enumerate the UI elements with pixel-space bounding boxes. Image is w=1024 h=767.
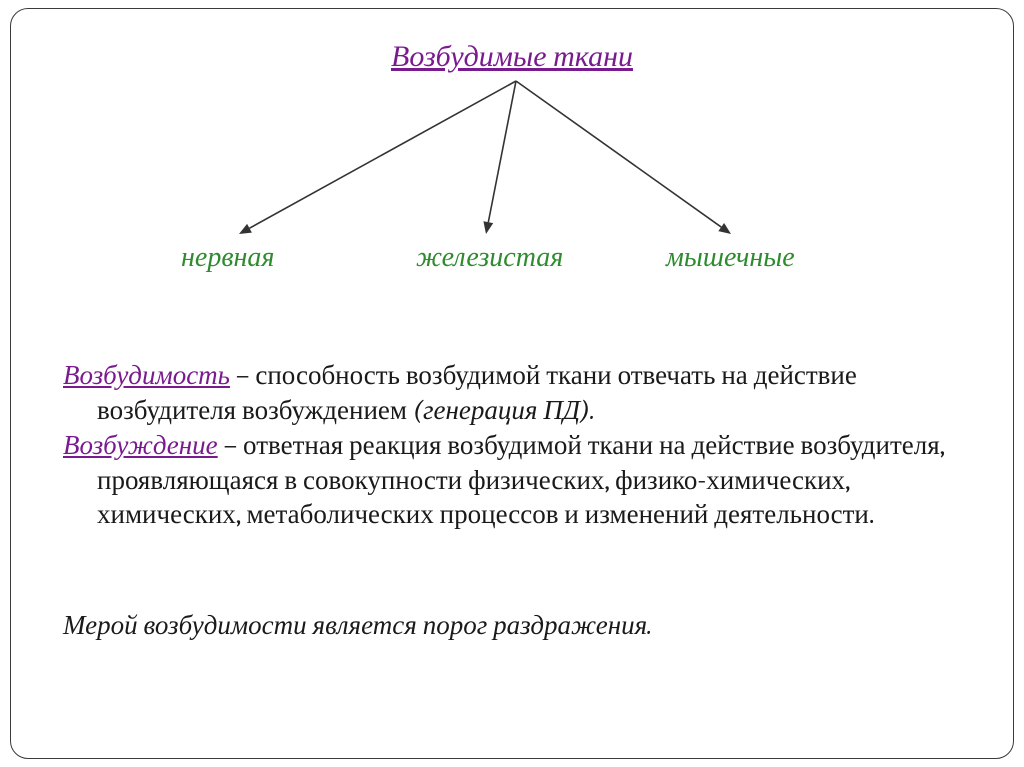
definition-excitation: Возбуждение – ответная реакция возбудимо…	[63, 429, 963, 533]
branch-label-glandular: железистая	[416, 241, 563, 274]
term-excitation: Возбуждение	[63, 430, 218, 461]
def2-line1: – ответная реакция возбудимой ткани на	[218, 430, 686, 461]
branch-label-muscular: мышечные	[666, 241, 795, 274]
definition-excitability: Возбудимость – способность возбудимой тк…	[63, 359, 963, 428]
term-excitability: Возбудимость	[63, 360, 230, 391]
def1-tail-italic: (генерация ПД).	[413, 395, 595, 426]
slide-frame: Возбудимые ткани нервная железистая мыше…	[10, 8, 1014, 759]
def1-line1: – способность возбудимой ткани отвечать	[230, 360, 715, 391]
branch-label-nervous: нервная	[181, 241, 274, 274]
footnote-threshold: Мерой возбудимости является порог раздра…	[63, 609, 963, 644]
def2-line4: метаболических процессов и изменений дея…	[246, 499, 874, 530]
branch-arrows	[11, 9, 1014, 269]
